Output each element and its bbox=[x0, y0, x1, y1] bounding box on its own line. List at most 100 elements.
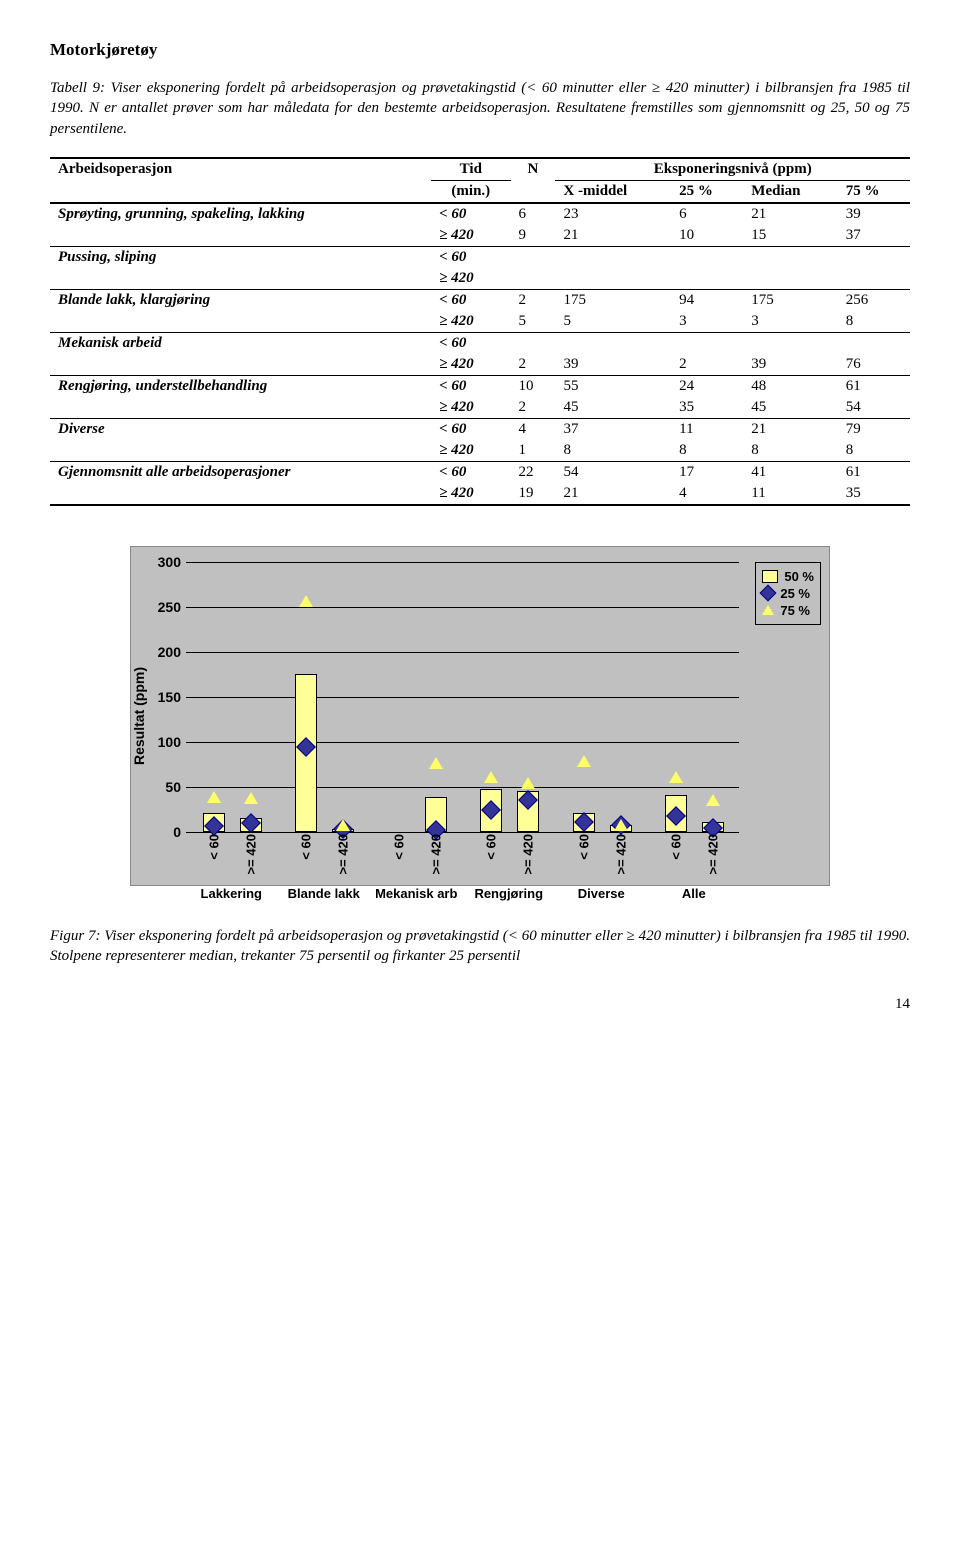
legend-25: 25 % bbox=[780, 586, 810, 601]
table-cell: 8 bbox=[838, 311, 910, 333]
table-cell bbox=[555, 332, 671, 354]
table-cell: < 60 bbox=[431, 461, 510, 483]
y-tick-label: 0 bbox=[131, 824, 181, 840]
table-cell: 55 bbox=[555, 375, 671, 397]
table-cell: 39 bbox=[743, 354, 838, 376]
th-tid: Tid bbox=[431, 158, 510, 181]
x-sub-label: < 60 bbox=[576, 834, 591, 860]
table-cell: 3 bbox=[743, 311, 838, 333]
table-cell: 8 bbox=[838, 440, 910, 462]
table-cell: 76 bbox=[838, 354, 910, 376]
table-cell: 3 bbox=[671, 311, 743, 333]
chart: Resultat (ppm) 50 % 25 % 75 % < 60>= 420… bbox=[130, 546, 830, 886]
row-operation: Sprøyting, grunning, spakeling, lakking bbox=[50, 203, 431, 247]
table-cell: 24 bbox=[671, 375, 743, 397]
x-category-label: Alle bbox=[648, 886, 741, 901]
table-cell bbox=[555, 268, 671, 290]
table-cell bbox=[555, 246, 671, 268]
x-sub-label: >= 420 bbox=[706, 834, 721, 875]
table-cell: 10 bbox=[671, 225, 743, 247]
x-axis: < 60 >= 420 < 60 >= 420 < 60 >= 420 < 60 >= 420… bbox=[186, 830, 739, 885]
page-number: 14 bbox=[50, 996, 910, 1013]
x-category-label: Blande lakk bbox=[278, 886, 371, 901]
y-tick-label: 250 bbox=[131, 599, 181, 615]
th-xmid: X -middel bbox=[555, 180, 671, 203]
th-operation: Arbeidsoperasjon bbox=[50, 158, 431, 203]
th-p25: 25 % bbox=[671, 180, 743, 203]
row-operation: Mekanisk arbeid bbox=[50, 332, 431, 375]
x-category-label: Mekanisk arb bbox=[370, 886, 463, 901]
th-p75: 75 % bbox=[838, 180, 910, 203]
x-sub-label: < 60 bbox=[669, 834, 684, 860]
table-cell bbox=[671, 246, 743, 268]
table-cell bbox=[511, 268, 556, 290]
table-cell: 5 bbox=[555, 311, 671, 333]
table-cell: 4 bbox=[511, 418, 556, 440]
y-tick-label: 150 bbox=[131, 689, 181, 705]
table-cell: 4 bbox=[671, 483, 743, 505]
marker-p75 bbox=[669, 771, 683, 783]
data-table: Arbeidsoperasjon Tid N Eksponeringsnivå … bbox=[50, 157, 910, 506]
plot-area bbox=[186, 562, 739, 830]
row-operation: Pussing, sliping bbox=[50, 246, 431, 289]
marker-p75 bbox=[429, 757, 443, 769]
gridline bbox=[186, 697, 739, 698]
table-cell: 15 bbox=[743, 225, 838, 247]
gridline bbox=[186, 562, 739, 563]
table-cell: 21 bbox=[743, 203, 838, 225]
table-cell bbox=[743, 268, 838, 290]
x-sub-label: >= 420 bbox=[521, 834, 536, 875]
table-cell: < 60 bbox=[431, 375, 510, 397]
gridline bbox=[186, 742, 739, 743]
table-cell: 8 bbox=[671, 440, 743, 462]
table-cell bbox=[671, 268, 743, 290]
table-cell: ≥ 420 bbox=[431, 397, 510, 419]
table-cell: 1 bbox=[511, 440, 556, 462]
table-cell: < 60 bbox=[431, 246, 510, 268]
table-cell: 8 bbox=[555, 440, 671, 462]
table-cell: 41 bbox=[743, 461, 838, 483]
table-cell: 5 bbox=[511, 311, 556, 333]
table-cell: 35 bbox=[838, 483, 910, 505]
table-cell bbox=[838, 332, 910, 354]
x-sub-label: < 60 bbox=[484, 834, 499, 860]
legend-75: 75 % bbox=[780, 603, 810, 618]
table-cell: 45 bbox=[743, 397, 838, 419]
x-sub-label: < 60 bbox=[391, 834, 406, 860]
x-sub-label: >= 420 bbox=[428, 834, 443, 875]
y-tick-label: 50 bbox=[131, 779, 181, 795]
x-category-label: Diverse bbox=[555, 886, 648, 901]
table-cell: ≥ 420 bbox=[431, 311, 510, 333]
legend-50: 50 % bbox=[784, 569, 814, 584]
x-sub-label: >= 420 bbox=[243, 834, 258, 875]
x-sub-label: < 60 bbox=[206, 834, 221, 860]
table-cell: 175 bbox=[743, 289, 838, 311]
x-sub-label: < 60 bbox=[299, 834, 314, 860]
table-cell: 21 bbox=[555, 483, 671, 505]
marker-p75 bbox=[614, 819, 628, 831]
table-cell: 37 bbox=[555, 418, 671, 440]
gridline bbox=[186, 607, 739, 608]
th-min: (min.) bbox=[431, 180, 510, 203]
table-cell: 2 bbox=[511, 354, 556, 376]
marker-p75 bbox=[521, 777, 535, 789]
table-cell: 10 bbox=[511, 375, 556, 397]
x-category-label: Lakkering bbox=[185, 886, 278, 901]
marker-p75 bbox=[299, 595, 313, 607]
x-category-label: Rengjøring bbox=[463, 886, 556, 901]
y-tick-label: 200 bbox=[131, 644, 181, 660]
table-cell: 11 bbox=[671, 418, 743, 440]
table-cell: 79 bbox=[838, 418, 910, 440]
intro-paragraph: Tabell 9: Viser eksponering fordelt på a… bbox=[50, 78, 910, 139]
table-cell bbox=[838, 246, 910, 268]
table-cell: 256 bbox=[838, 289, 910, 311]
table-cell: ≥ 420 bbox=[431, 483, 510, 505]
table-cell: < 60 bbox=[431, 203, 510, 225]
figure-caption: Figur 7: Viser eksponering fordelt på ar… bbox=[50, 926, 910, 967]
marker-p75 bbox=[336, 819, 350, 831]
th-n: N bbox=[511, 158, 556, 203]
table-cell bbox=[838, 268, 910, 290]
table-cell: 6 bbox=[511, 203, 556, 225]
x-sub-label: >= 420 bbox=[336, 834, 351, 875]
y-tick-label: 300 bbox=[131, 554, 181, 570]
